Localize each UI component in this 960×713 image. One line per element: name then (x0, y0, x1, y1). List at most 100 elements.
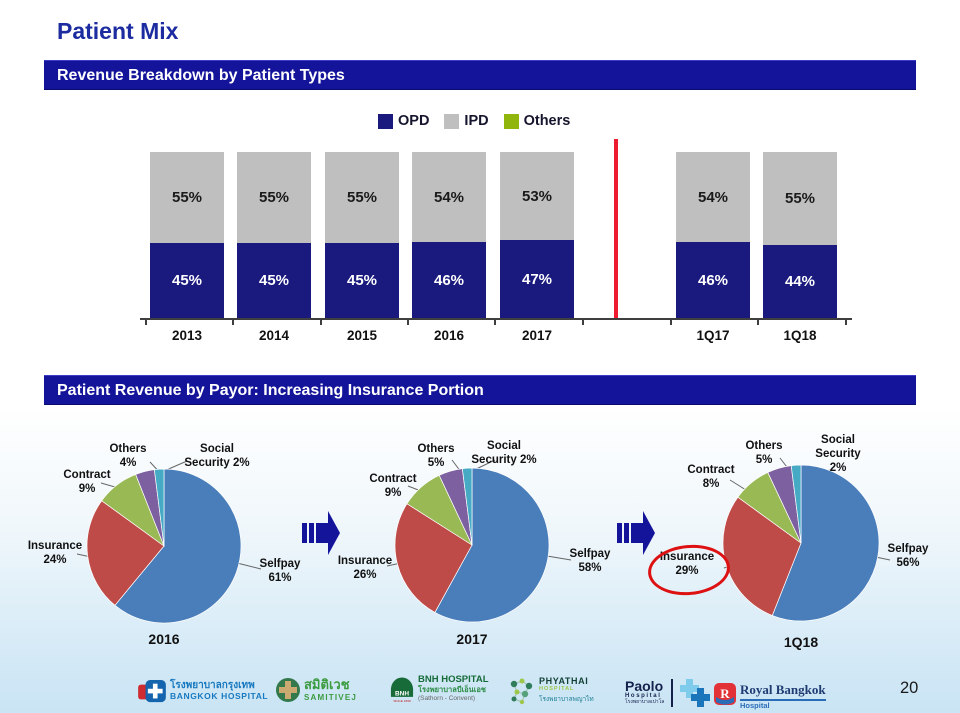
pie3-label-insurance: Insurance 29% (659, 551, 715, 577)
pie1-label-contract: Contract 9% (63, 469, 111, 495)
bar-segment-opd-2017: 47% (500, 240, 574, 318)
legend-swatch-ipd-icon (444, 113, 460, 129)
bnh-tree-icon: BNH SINCE 1898 (390, 677, 414, 703)
bar-segment-ipd-2016: 54% (412, 152, 486, 242)
paolo-thai-name: โรงพยาบาลเปาโล (625, 698, 665, 705)
royal-bangkok-r-icon: R (714, 683, 736, 705)
axis-tick (407, 320, 409, 325)
royal-bangkok-en-name: Royal Bangkok (740, 682, 826, 701)
axis-tick (232, 320, 234, 325)
striped-right-arrow-icon (302, 511, 340, 555)
axis-tick (757, 320, 759, 325)
phyathai-network-icon (510, 678, 533, 705)
pie-slice-social-security (790, 464, 802, 544)
axis-tick (582, 320, 584, 325)
pie-slice-insurance (86, 500, 165, 606)
paolo-divider (671, 679, 674, 707)
bar-category-label-2016: 2016 (433, 328, 465, 343)
pie-slice-selfpay (771, 464, 880, 622)
legend-item-others: Others (503, 113, 571, 129)
bar-category-label-1Q18: 1Q18 (783, 328, 817, 343)
bar-segment-opd-2015: 45% (325, 243, 399, 318)
legend-item-opd: OPD (378, 113, 429, 129)
section-header-payor-label: Patient Revenue by Payor: Increasing Ins… (57, 382, 484, 399)
pie-chart-2017 (394, 467, 550, 623)
bar-2017: 47% 53% (500, 152, 574, 318)
logo-phyathai-hospital: PHYATHAI HOSPITAL โรงพยาบาลพญาไท (508, 676, 594, 706)
bar-segment-opd-1Q17: 46% (676, 242, 750, 318)
legend-item-ipd: IPD (444, 113, 489, 129)
bar-category-label-2015: 2015 (346, 328, 378, 343)
bar-segment-opd-1Q18: 44% (763, 245, 837, 318)
logo-paolo-hospital: Paolo Hospital โรงพยาบาลเปาโล (625, 679, 712, 707)
page-title: Patient Mix (57, 18, 179, 44)
legend-label-others: Others (523, 113, 571, 129)
logo-samitivej: สมิติเวช SAMITIVEJ (276, 677, 358, 702)
svg-text:SINCE 1898: SINCE 1898 (393, 699, 411, 703)
bar-category-label-2013: 2013 (171, 328, 203, 343)
bar-1Q17: 46% 54% (676, 152, 750, 318)
phyathai-hospital-word: HOSPITAL (539, 686, 575, 693)
pie-slice-social-security (461, 467, 473, 546)
pie3-label-contract: Contract 8% (687, 464, 735, 490)
paolo-en-name: Paolo (625, 678, 664, 694)
axis-tick (494, 320, 496, 325)
bnh-en-name: BNH HOSPITAL (418, 674, 489, 685)
bangkok-hospital-en-name: BANGKOK HOSPITAL (170, 690, 269, 701)
legend-label-ipd: IPD (464, 113, 489, 129)
pie1-label-insurance: Insurance 24% (27, 540, 83, 566)
samitivej-cross-icon (276, 678, 300, 702)
bar-segment-ipd-1Q17: 54% (676, 152, 750, 242)
royal-bangkok-hospital-word: Hospital (740, 700, 770, 710)
pie-slice-insurance (394, 503, 473, 613)
pie-chart-1q18 (722, 464, 880, 622)
phyathai-thai-name: โรงพยาบาลพญาไท (539, 695, 594, 703)
pie-slice-social-security (153, 468, 165, 547)
striped-right-arrow-icon (617, 511, 655, 555)
legend-swatch-others-icon (503, 113, 519, 129)
bar-segment-opd-2014: 45% (237, 243, 311, 318)
bnh-thai-name: โรงพยาบาลบีเอ็นเอช (418, 684, 486, 694)
bar-2014: 45% 55% (237, 152, 311, 318)
section-header-revenue-breakdown: Revenue Breakdown by Patient Types (44, 60, 916, 90)
annual-quarterly-separator-line (614, 139, 618, 318)
pie3-label-others: Others 5% (745, 440, 783, 466)
bar-segment-opd-2016: 46% (412, 242, 486, 318)
bar-2013: 45% 55% (150, 152, 224, 318)
bar-segment-ipd-2017: 53% (500, 152, 574, 240)
svg-text:BNH: BNH (395, 691, 409, 698)
section-header-payor: Patient Revenue by Payor: Increasing Ins… (44, 375, 916, 405)
bar-category-label-2017: 2017 (521, 328, 553, 343)
bnh-location: (Sathorn - Convent) (418, 694, 476, 702)
pie3-year-label: 1Q18 (783, 634, 819, 650)
paolo-hospital-word: Hospital (625, 693, 662, 699)
bar-category-label-1Q17: 1Q17 (696, 328, 730, 343)
legend-swatch-opd-icon (378, 113, 393, 129)
bar-category-label-2014: 2014 (258, 328, 290, 343)
pie2-label-selfpay: Selfpay 58% (569, 548, 611, 574)
bangkok-hospital-cross-icon (138, 680, 166, 703)
paolo-crosses-icon (680, 679, 711, 707)
pie2-year-label: 2017 (456, 631, 488, 647)
stacked-bar-chart: 45% 55% 2013 45% 55% 2014 45% 55% 2015 46% 54% 2016… (140, 139, 852, 343)
axis-tick (145, 320, 147, 325)
legend-label-opd: OPD (398, 113, 430, 129)
bar-2015: 45% 55% (325, 152, 399, 318)
pie1-label-social-security: Social Security 2% (184, 443, 250, 469)
section-header-revenue-breakdown-label: Revenue Breakdown by Patient Types (57, 67, 345, 84)
pie2-label-others: Others 5% (417, 443, 455, 469)
pie1-label-others: Others 4% (109, 443, 147, 469)
pie3-label-social-security: Social Security 2% (815, 434, 861, 474)
samitivej-en-name: SAMITIVEJ (304, 692, 358, 702)
pie3-label-selfpay: Selfpay 56% (887, 543, 929, 569)
pie1-year-label: 2016 (148, 631, 180, 647)
pie-slice-selfpay (434, 467, 550, 623)
bar-segment-ipd-2015: 55% (325, 152, 399, 243)
pie2-label-insurance: Insurance 26% (337, 555, 393, 581)
axis-tick (320, 320, 322, 325)
bar-2016: 46% 54% (412, 152, 486, 318)
pie1-label-selfpay: Selfpay 61% (259, 558, 301, 584)
chart-legend: OPD IPD Others (378, 113, 570, 129)
svg-text:R: R (720, 686, 730, 701)
